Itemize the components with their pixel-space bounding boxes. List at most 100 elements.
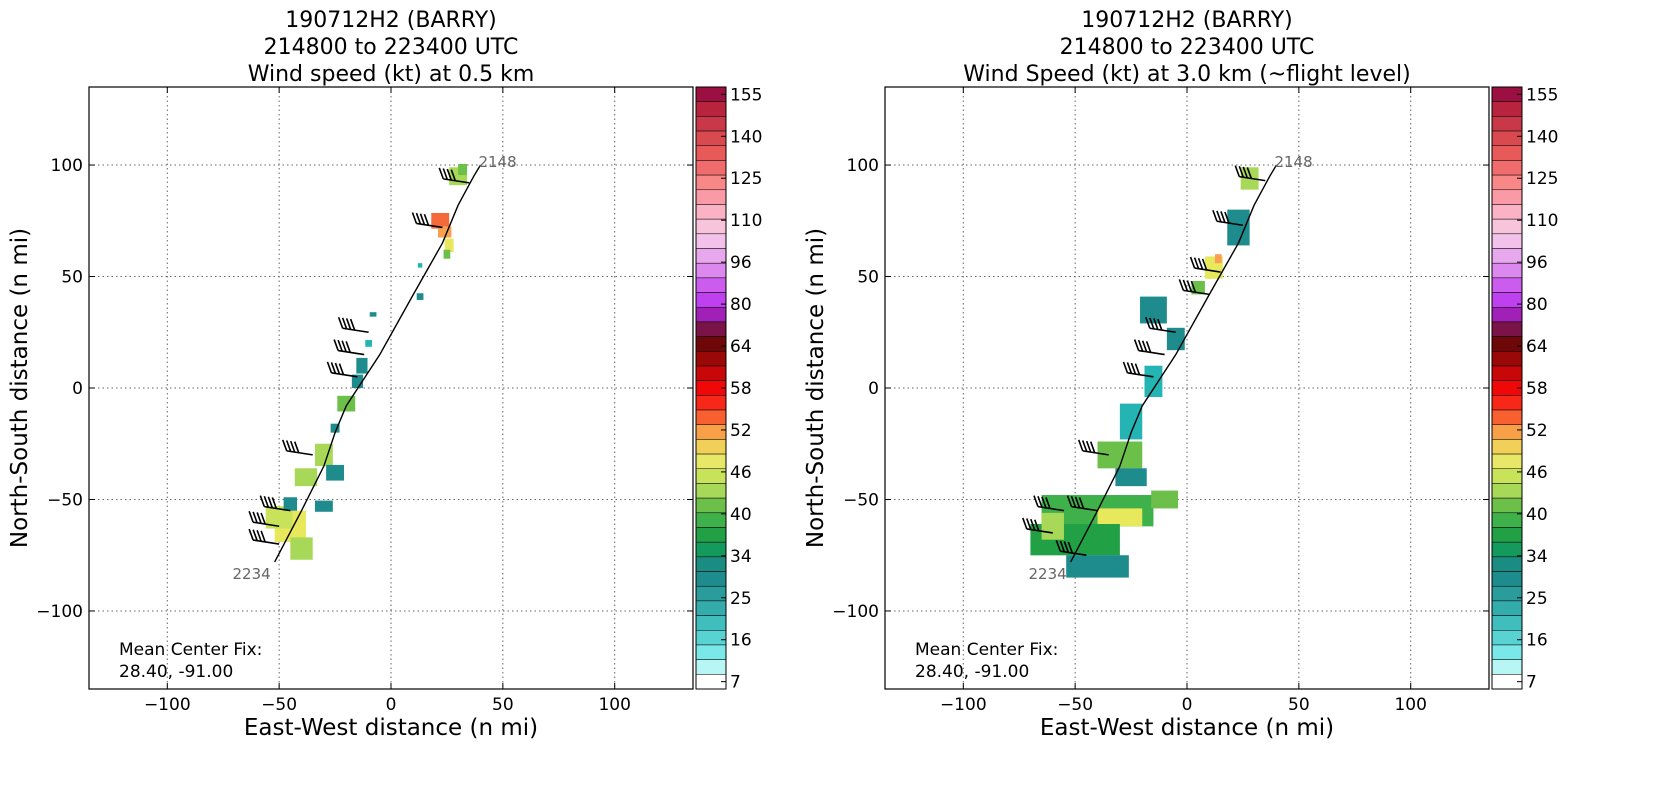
- x-tick-label: −100: [940, 695, 987, 715]
- barb-shaft: [1127, 372, 1154, 378]
- colorbar-swatch: [695, 189, 727, 205]
- colorbar-swatch: [695, 233, 727, 249]
- barb-shaft: [1060, 550, 1087, 557]
- barb-feather: [1145, 316, 1151, 329]
- colorbar-swatch: [1491, 483, 1523, 499]
- barb-feather: [1041, 496, 1047, 509]
- colorbar-swatch: [1491, 306, 1523, 323]
- barb-shaft: [1194, 267, 1221, 273]
- wind-cell: [326, 464, 345, 481]
- barb-feather: [1030, 518, 1036, 531]
- colorbar-swatch: [695, 351, 727, 367]
- barb-feather: [1246, 167, 1253, 179]
- y-tick-label: 50: [61, 268, 83, 288]
- barb-feather: [293, 441, 300, 453]
- wind-barb: [1212, 209, 1244, 227]
- colorbar-swatch: [1491, 101, 1523, 117]
- barb-shaft: [1082, 450, 1109, 456]
- colorbar-tick-label: 80: [730, 295, 752, 315]
- barb-feather: [345, 341, 351, 353]
- barb-feather: [260, 512, 266, 525]
- barb-feather: [1081, 440, 1088, 452]
- wind-cell: [416, 293, 424, 300]
- title-line: 214800 to 223400 UTC: [1060, 35, 1315, 60]
- colorbar-swatch: [695, 130, 727, 146]
- barb-feather: [438, 167, 445, 180]
- colorbar-swatch: [1491, 116, 1523, 132]
- barb-shaft: [338, 349, 365, 356]
- colorbar-swatch: [1491, 556, 1523, 572]
- track-start-label: 2148: [478, 153, 516, 171]
- colorbar-tick-label: 155: [1526, 85, 1558, 105]
- barb-feather: [1063, 541, 1070, 553]
- barb-feather: [1189, 256, 1196, 269]
- barb-feather: [252, 529, 258, 541]
- colorbar-tick-label: 110: [1526, 211, 1558, 231]
- wind-cell: [351, 374, 364, 389]
- wind-barb: [248, 510, 280, 528]
- barb-shaft: [1026, 528, 1053, 534]
- wind-cell: [437, 226, 452, 238]
- colorbar-swatch: [1491, 189, 1523, 205]
- barb-feather: [1026, 518, 1032, 530]
- x-tick-label: −50: [261, 695, 297, 715]
- wind-cell: [314, 443, 333, 467]
- colorbar-swatch: [1491, 512, 1523, 528]
- barb-feather: [1141, 340, 1148, 353]
- colorbar-swatch: [1491, 439, 1523, 455]
- colorbar-tick-label: 140: [730, 127, 762, 147]
- barb-shaft: [1071, 505, 1098, 512]
- barb-feather: [1122, 361, 1129, 374]
- barb-shaft: [1239, 175, 1266, 182]
- colorbar-swatch: [1491, 145, 1523, 161]
- colorbar-tick-label: 58: [1526, 379, 1548, 399]
- colorbar-swatch: [695, 277, 727, 293]
- y-tick-label: 100: [51, 156, 83, 176]
- colorbar-tick-label: 80: [1526, 295, 1548, 315]
- barb-feather: [1055, 539, 1062, 552]
- barb-feather: [450, 169, 457, 181]
- wind-barb: [1122, 361, 1154, 378]
- barb-feather: [334, 362, 341, 375]
- wind-barb: [248, 528, 280, 545]
- barb-feather: [263, 495, 270, 508]
- colorbar-swatch: [1491, 351, 1523, 367]
- wind-cell: [1119, 403, 1143, 440]
- barb-feather: [1145, 341, 1152, 353]
- barb-feather: [248, 528, 254, 541]
- wind-cell: [283, 497, 298, 511]
- y-tick-label: −100: [832, 602, 879, 622]
- barb-feather: [1033, 495, 1039, 507]
- wind-cell: [444, 238, 454, 253]
- x-tick-label: 100: [598, 695, 630, 715]
- barb-feather: [1085, 440, 1092, 453]
- colorbar-swatch: [1491, 321, 1523, 337]
- colorbar-swatch: [695, 615, 727, 631]
- wind-barb: [326, 361, 358, 378]
- y-tick-label: −50: [843, 490, 879, 510]
- colorbar-swatch: [1491, 571, 1523, 587]
- colorbar-swatch: [695, 527, 727, 543]
- barb-feather: [1067, 541, 1074, 554]
- colorbar-tick-label: 96: [1526, 253, 1548, 273]
- y-axis-label: North-South distance (n mi): [803, 228, 829, 548]
- colorbar-tick-label: 52: [1526, 421, 1548, 441]
- panel-left: 190712H2 (BARRY)214800 to 223400 UTCWind…: [7, 8, 762, 741]
- colorbar-swatch: [1491, 615, 1523, 631]
- wind-barb: [1145, 316, 1176, 334]
- colorbar-swatch: [695, 556, 727, 572]
- title-line: Wind speed (kt) at 0.5 km: [248, 62, 535, 87]
- barb-feather: [248, 510, 254, 523]
- barb-shaft: [1216, 220, 1244, 227]
- colorbar-swatch: [1491, 424, 1523, 440]
- barb-feather: [1037, 495, 1043, 508]
- barb-feather: [1216, 210, 1222, 223]
- colorbar-swatch: [1491, 453, 1523, 470]
- wind-barb: [438, 167, 470, 184]
- barb-shaft: [253, 521, 280, 528]
- barb-shaft: [443, 178, 470, 184]
- x-tick-label: 100: [1394, 695, 1426, 715]
- colorbar-tick-label: 16: [1526, 631, 1548, 651]
- colorbar-swatch: [1491, 365, 1523, 381]
